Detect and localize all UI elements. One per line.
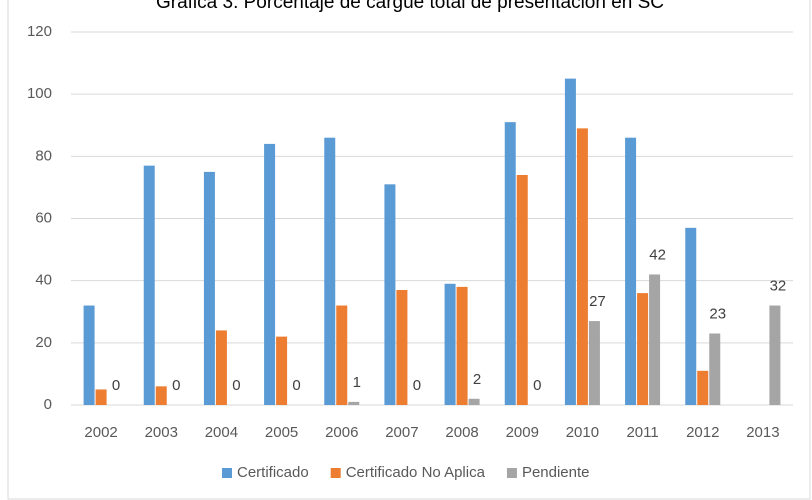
bar <box>324 137 336 405</box>
legend-label: Certificado No Aplica <box>346 464 486 481</box>
bar <box>516 174 528 405</box>
x-tick-label: 2011 <box>626 424 658 441</box>
x-tick-label: 2008 <box>445 424 478 441</box>
bar <box>456 286 468 405</box>
x-tick-label: 2010 <box>566 424 599 441</box>
chart-frame <box>7 0 811 500</box>
bar <box>336 305 348 405</box>
bar <box>444 283 456 405</box>
y-tick-label: 20 <box>35 334 52 351</box>
x-tick-label: 2006 <box>325 424 358 441</box>
bar <box>396 289 408 405</box>
data-label: 23 <box>709 305 726 322</box>
bar <box>468 398 480 405</box>
legend-swatch <box>330 468 341 478</box>
bar <box>709 333 721 405</box>
x-tick-label: 2012 <box>686 424 719 441</box>
bar <box>685 227 697 405</box>
bar <box>625 137 637 405</box>
bar <box>215 330 227 405</box>
legend-swatch <box>222 468 232 478</box>
legend-label: Certificado <box>237 464 309 481</box>
bar <box>348 401 360 405</box>
bar <box>264 143 276 405</box>
x-tick-label: 2007 <box>385 424 418 441</box>
y-tick-label: 40 <box>35 272 52 289</box>
data-label: 0 <box>292 377 300 394</box>
data-label: 32 <box>770 278 787 295</box>
bar <box>276 336 288 405</box>
data-label: 0 <box>172 377 180 394</box>
y-tick-label: 80 <box>35 147 52 164</box>
bar <box>769 305 781 405</box>
bar <box>95 389 107 405</box>
bar <box>697 370 709 405</box>
bar <box>155 386 167 405</box>
bar <box>564 78 576 405</box>
data-label: 0 <box>232 377 240 394</box>
data-label: 0 <box>533 377 541 394</box>
x-tick-label: 2005 <box>265 424 298 441</box>
bar <box>384 184 396 405</box>
y-tick-label: 60 <box>35 209 52 226</box>
bar <box>203 171 215 405</box>
x-tick-label: 2004 <box>205 424 238 441</box>
y-tick-label: 0 <box>44 396 52 413</box>
x-tick-label: 2013 <box>746 424 779 441</box>
y-tick-label: 100 <box>27 85 52 102</box>
chart-title: Gráfica 3. Porcentaje de cargue total de… <box>156 0 664 13</box>
bar <box>637 293 649 405</box>
legend-label: Pendiente <box>522 464 590 481</box>
data-label: 2 <box>473 371 481 388</box>
bar <box>576 128 588 405</box>
data-label: 0 <box>112 377 120 394</box>
bar <box>649 274 661 405</box>
bar <box>504 122 516 406</box>
bar <box>143 165 155 405</box>
legend-swatch <box>506 468 517 478</box>
data-label: 42 <box>649 246 666 263</box>
x-tick-label: 2002 <box>84 424 117 441</box>
data-label: 27 <box>589 293 606 310</box>
y-tick-label: 120 <box>27 23 52 40</box>
data-label: 0 <box>413 377 421 394</box>
bar <box>588 321 600 405</box>
x-tick-label: 2009 <box>506 424 539 441</box>
x-tick-label: 2003 <box>145 424 178 441</box>
bar <box>83 305 95 405</box>
data-label: 1 <box>353 374 361 391</box>
